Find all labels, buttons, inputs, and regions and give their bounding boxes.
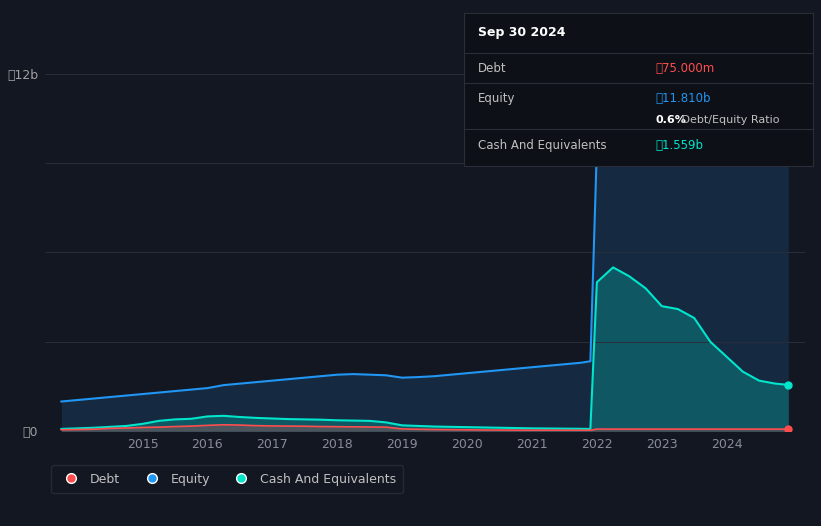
Text: ู11.810b: ู11.810b <box>656 92 711 105</box>
Text: 0.6%: 0.6% <box>656 115 686 125</box>
Text: ู75.000m: ู75.000m <box>656 62 715 75</box>
Text: ู1.559b: ู1.559b <box>656 139 704 153</box>
Text: Debt: Debt <box>478 62 507 75</box>
Legend: Debt, Equity, Cash And Equivalents: Debt, Equity, Cash And Equivalents <box>52 465 403 493</box>
Text: Sep 30 2024: Sep 30 2024 <box>478 26 566 39</box>
Text: Equity: Equity <box>478 92 516 105</box>
Text: Debt/Equity Ratio: Debt/Equity Ratio <box>678 115 780 125</box>
Text: Cash And Equivalents: Cash And Equivalents <box>478 139 607 153</box>
